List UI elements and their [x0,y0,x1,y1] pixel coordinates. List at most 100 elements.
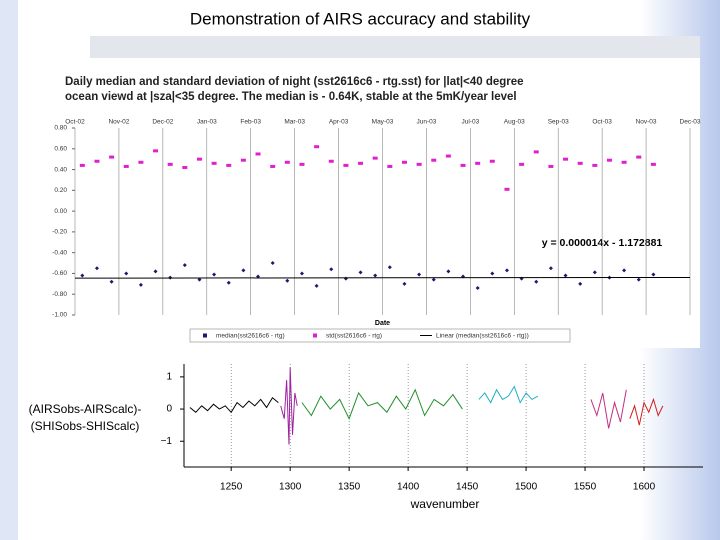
point [445,154,451,158]
point [299,162,305,166]
point [212,272,217,277]
legend-swatch [313,333,317,338]
point [94,266,99,271]
point [533,150,539,154]
x-tick-label: 1450 [456,482,479,493]
point [504,268,509,273]
x-tick-label: 1300 [279,482,302,493]
x-tick-label: Jul-03 [461,119,479,126]
point [578,281,583,286]
point [226,163,232,167]
point [138,160,144,164]
point [124,271,129,276]
x-tick-label: Jan-03 [197,119,217,126]
point [314,283,319,288]
x-tick-label: Sep-03 [548,119,569,126]
y-tick-label: −1 [161,436,173,447]
point [592,270,597,275]
x-axis-label: wavenumber [410,497,480,511]
y-tick-label: 0.80 [54,125,67,132]
x-tick-label: 1250 [220,482,243,493]
x-tick-label: Dec-03 [680,119,701,126]
point [285,278,290,283]
point [167,162,173,166]
point [197,277,202,282]
point [387,265,392,270]
point [519,162,525,166]
x-tick-label: 1550 [574,482,597,493]
point [636,277,641,282]
point [255,152,261,156]
point [123,164,129,168]
point [490,271,495,276]
x-tick-label: Nov-03 [636,119,657,126]
y-tick-label: -0.60 [52,270,67,277]
y-tick-label: -0.80 [52,291,67,298]
point [534,279,539,284]
point [358,270,363,275]
point [153,269,158,274]
point [79,163,85,167]
point [343,163,349,167]
point [548,164,554,168]
point [182,165,188,169]
legend-label: median(sst2616c6 - rtg) [216,333,285,340]
point [417,272,422,277]
slide-title: Demonstration of AIRS accuracy and stabi… [190,9,531,28]
x-tick-label: 1600 [633,482,656,493]
y-tick-label: -0.20 [52,229,67,236]
point [241,268,246,273]
point [226,280,231,285]
y-axis-label: (AIRSobs-AIRScalc)- [29,402,142,416]
x-tick-label: Aug-03 [504,119,525,126]
point [314,145,320,149]
point [211,161,217,165]
chart-title: ocean viewd at |sza|<35 degree. The medi… [65,91,517,103]
point [109,279,114,284]
point [329,267,334,272]
point [563,157,569,161]
point [153,149,159,153]
x-axis-label: Date [375,320,390,327]
spectrum-line [629,397,664,426]
y-tick-label: 0.60 [54,145,67,152]
point [606,158,612,162]
x-tick-label: Nov-02 [108,119,129,126]
x-tick-label: Dec-02 [152,119,173,126]
point [416,162,422,166]
x-tick-label: Feb-03 [240,119,261,126]
point [373,273,378,278]
point [548,266,553,271]
y-tick-label: 0.20 [54,187,67,194]
point [636,155,642,159]
point [240,158,246,162]
point [460,163,466,167]
chart-title: Daily median and standard deviation of n… [65,76,524,88]
legend-label: std(sst2616c6 - rtg) [326,333,382,340]
point [431,158,437,162]
x-tick-label: 1500 [515,482,538,493]
point [299,271,304,276]
spectrum-line [189,397,279,414]
x-tick-label: Mar-03 [284,119,305,126]
point [182,263,187,268]
point [475,285,480,290]
point [592,163,598,167]
point [489,159,495,163]
point [109,155,115,159]
point [431,277,436,282]
x-tick-label: Oct-03 [592,119,612,126]
x-tick-label: Apr-03 [329,119,349,126]
point [358,161,364,165]
x-tick-label: Jun-03 [416,119,436,126]
point [372,156,378,160]
x-tick-label: May-03 [372,119,394,126]
point [650,162,656,166]
point [94,159,100,163]
legend-label: Linear (median(sst2616c6 - rtg)) [436,333,529,340]
point [328,159,334,163]
point [196,157,202,161]
legend-box [189,328,571,343]
